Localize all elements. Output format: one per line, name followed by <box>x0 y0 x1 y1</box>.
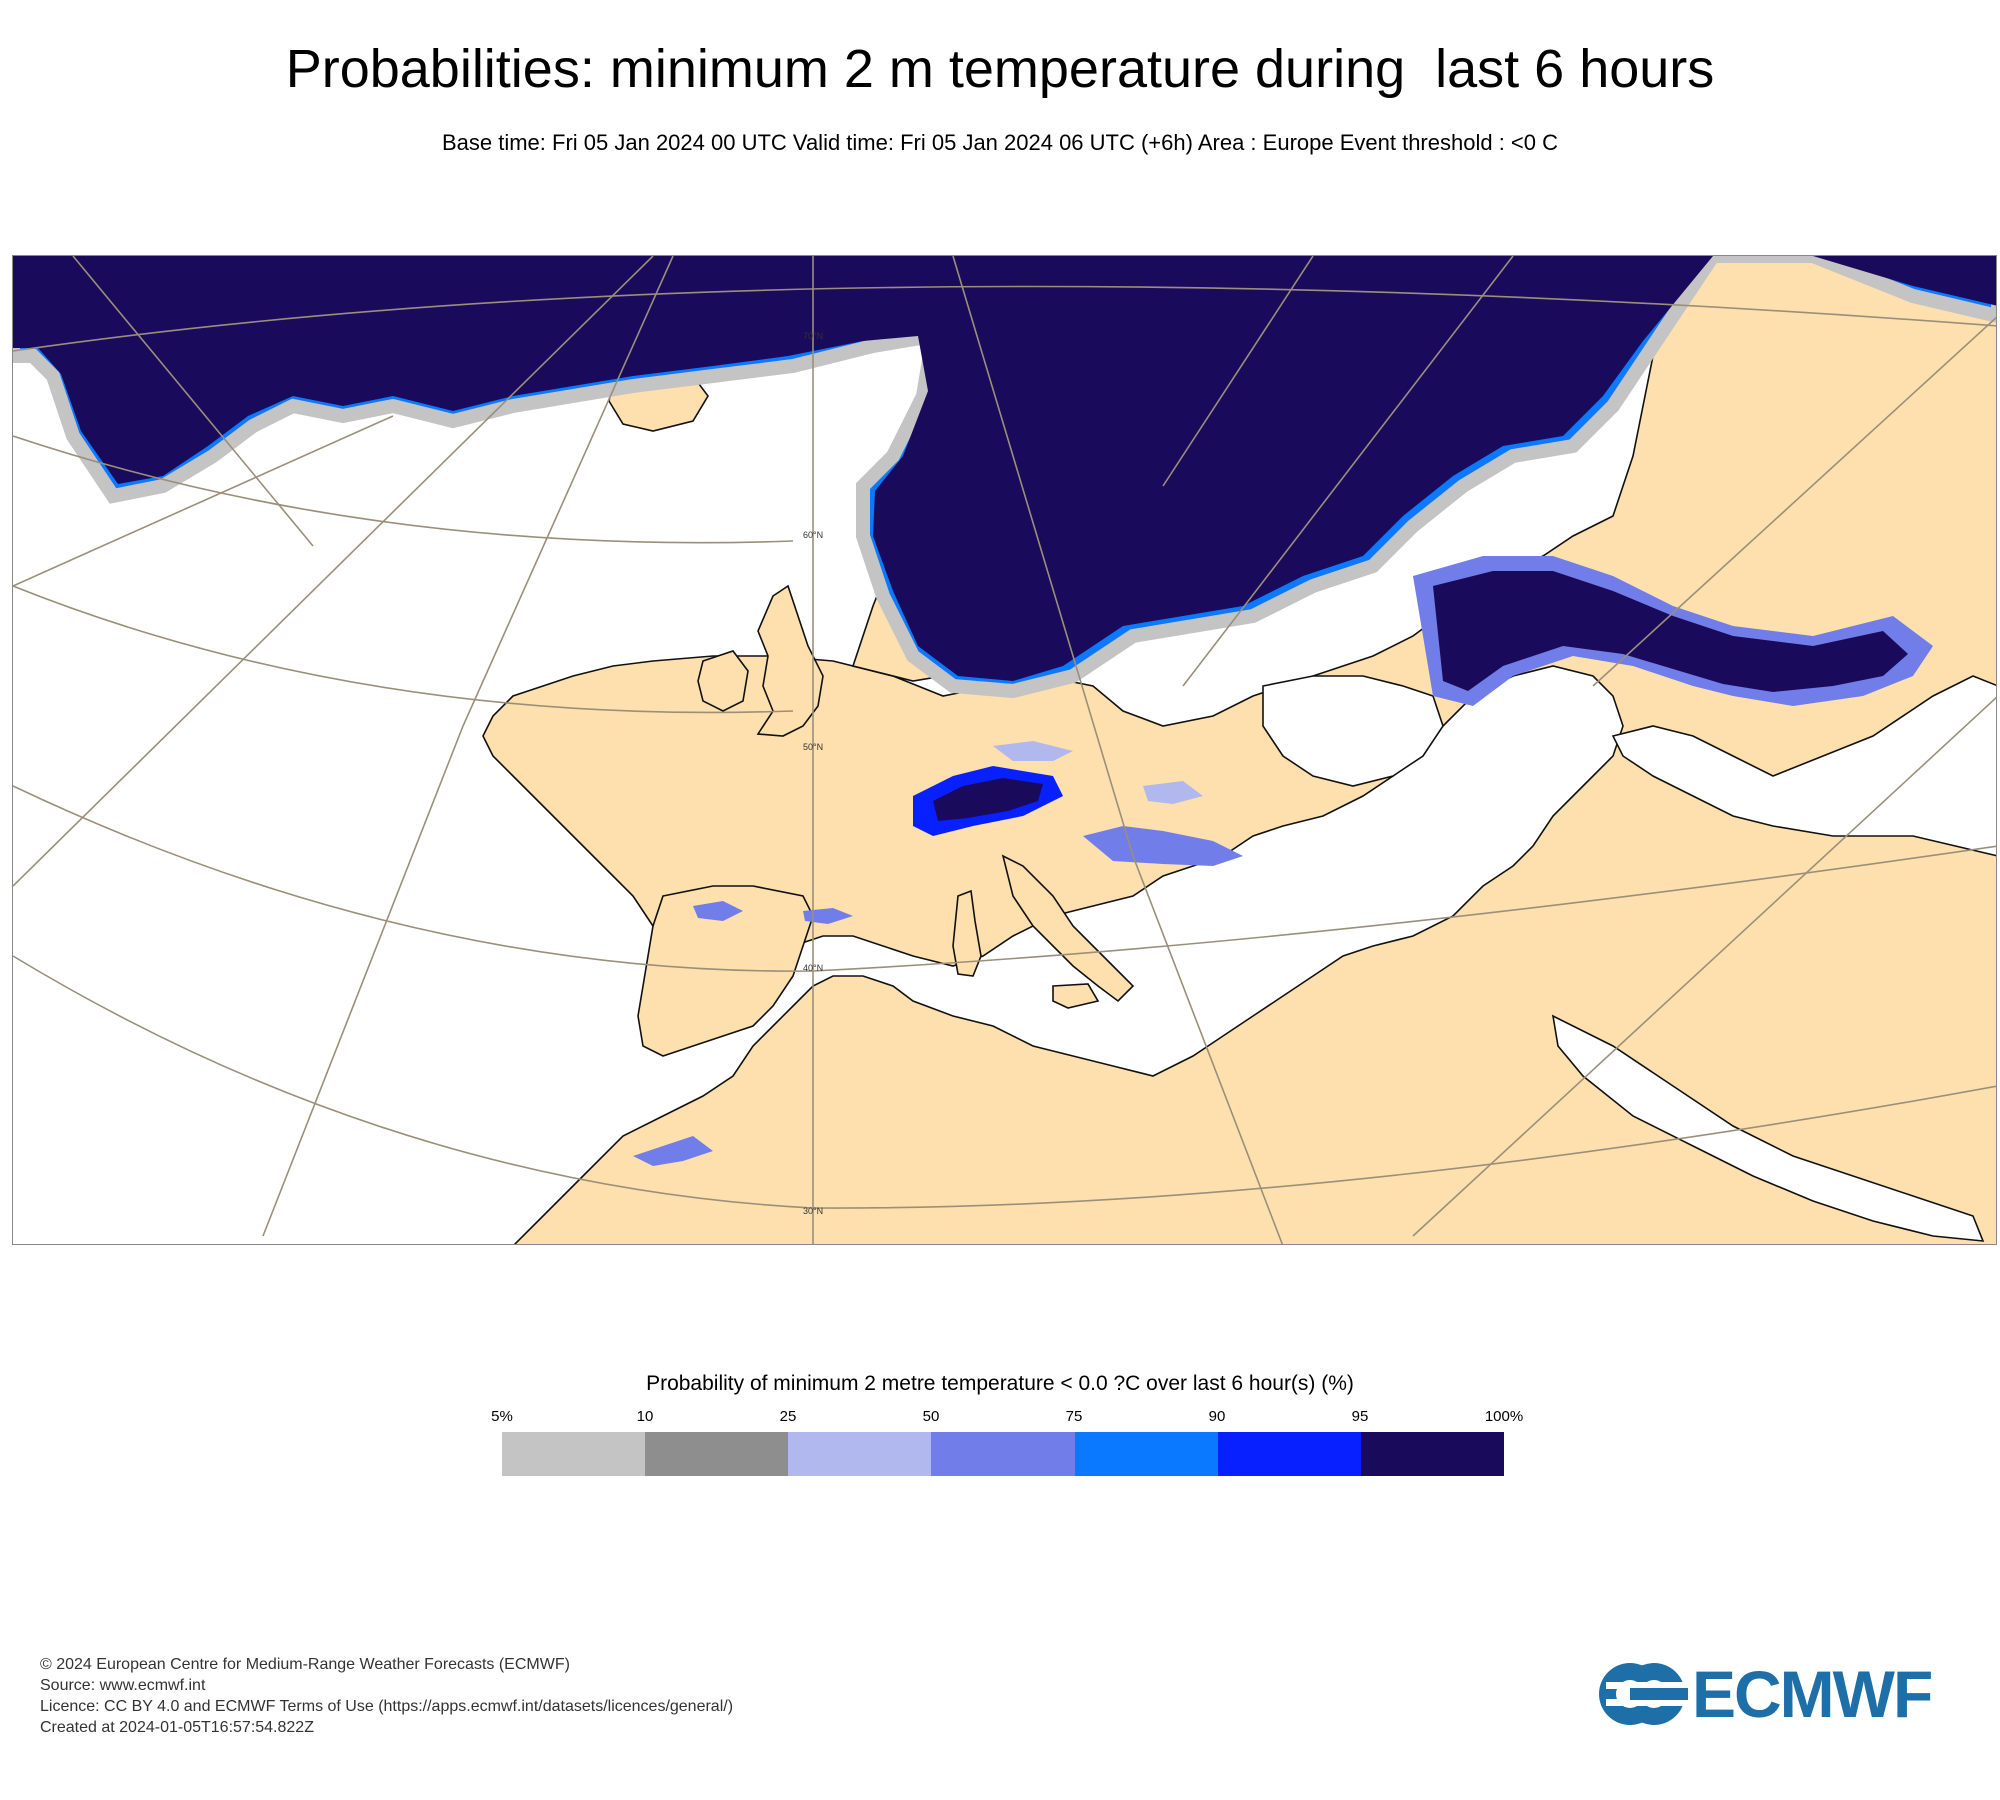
sea-black-sea <box>1262 675 1444 787</box>
prob-region-alps <box>933 778 1043 821</box>
land-ireland <box>697 650 749 712</box>
footer-created: Created at 2024-01-05T16:57:54.822Z <box>40 1719 314 1736</box>
graticule-parallel-70 <box>13 285 1996 352</box>
legend-swatch <box>788 1432 932 1476</box>
ecmwf-logo: ECMWF <box>1596 1660 1968 1728</box>
graticule-parallel-60 <box>13 435 794 544</box>
sea-caspian <box>1611 675 1996 857</box>
lat-label-30: 30°N <box>803 1206 823 1216</box>
legend-label: 100% <box>1484 1408 1524 1425</box>
graticule-meridian-7 <box>1162 256 1314 487</box>
legend-colorbar <box>502 1432 1504 1476</box>
lat-label-60: 60°N <box>803 530 823 540</box>
legend-label: 5% <box>491 1408 513 1425</box>
graticule-parallel-40 <box>13 785 1996 972</box>
legend-swatch <box>1074 1432 1218 1476</box>
land-continent <box>482 256 1996 1244</box>
prob-region-eastern <box>1433 571 1908 692</box>
land-italy <box>1001 854 1135 1003</box>
sea-red-sea <box>1551 1014 1985 1242</box>
ecmwf-logo-icon <box>1599 1663 1688 1725</box>
land-iberia <box>637 885 814 1057</box>
prob-region-arctic <box>13 256 1996 681</box>
graticule-parallel-50 <box>13 585 794 714</box>
land-great-britain <box>756 584 824 737</box>
europe-map: 70°N 60°N 50°N 40°N 30°N <box>13 256 1996 1244</box>
legend-swatch <box>1360 1432 1504 1476</box>
graticule-meridian-8 <box>1182 256 1514 687</box>
lat-label-70: 70°N <box>803 331 823 341</box>
ecmwf-logo-text: ECMWF <box>1692 1657 1933 1731</box>
footer-source: Source: www.ecmwf.int <box>40 1677 206 1694</box>
graticule-meridian-1 <box>72 256 314 547</box>
legend-labels: 5% 10 25 50 75 90 95 100% <box>491 1408 1523 1428</box>
footer-licence: Licence: CC BY 4.0 and ECMWF Terms of Us… <box>40 1698 734 1715</box>
probability-layer <box>13 256 1996 1166</box>
legend-label: 90 <box>1208 1408 1226 1425</box>
legend-label: 75 <box>1065 1408 1083 1425</box>
legend-swatch <box>931 1432 1075 1476</box>
latitude-labels: 70°N 60°N 50°N 40°N 30°N <box>803 331 823 1216</box>
legend-swatch <box>1217 1432 1361 1476</box>
legend-label: 25 <box>779 1408 797 1425</box>
graticule-meridian-2 <box>13 415 394 587</box>
graticule-meridian-4 <box>262 256 674 1237</box>
legend-swatch <box>645 1432 789 1476</box>
legend-title: Probability of minimum 2 metre temperatu… <box>646 1372 1354 1395</box>
graticule-parallel-30 <box>13 955 1996 1209</box>
chart-subtitle: Base time: Fri 05 Jan 2024 00 UTC Valid … <box>441 130 1559 155</box>
graticule-meridian-6 <box>952 256 1284 1244</box>
graticule-meridian-10 <box>1412 696 1996 1237</box>
legend-swatch <box>502 1432 646 1476</box>
graticule-meridian-3 <box>13 256 654 887</box>
land-corsica-sardinia <box>952 889 982 977</box>
land-sicily <box>1052 983 1100 1009</box>
lat-label-50: 50°N <box>803 742 823 752</box>
legend-label: 95 <box>1351 1408 1369 1425</box>
lat-label-40: 40°N <box>803 963 823 973</box>
prob-region-atlas <box>633 1136 713 1166</box>
legend-label: 50 <box>922 1408 940 1425</box>
prob-region-scattered <box>993 741 1203 804</box>
chart-title: Probabilities: minimum 2 m temperature d… <box>285 39 1715 99</box>
graticule <box>13 256 1996 1244</box>
legend-label: 10 <box>636 1408 654 1425</box>
graticule-meridian-9 <box>1592 316 1996 687</box>
footer-credits: © 2024 European Centre for Medium-Range … <box>40 1654 733 1738</box>
map-panel: 70°N 60°N 50°N 40°N 30°N <box>12 255 1997 1245</box>
sea-layer <box>1082 514 1996 1242</box>
prob-region-balkans <box>1083 826 1243 866</box>
footer-copyright: © 2024 European Centre for Medium-Range … <box>40 1656 570 1673</box>
